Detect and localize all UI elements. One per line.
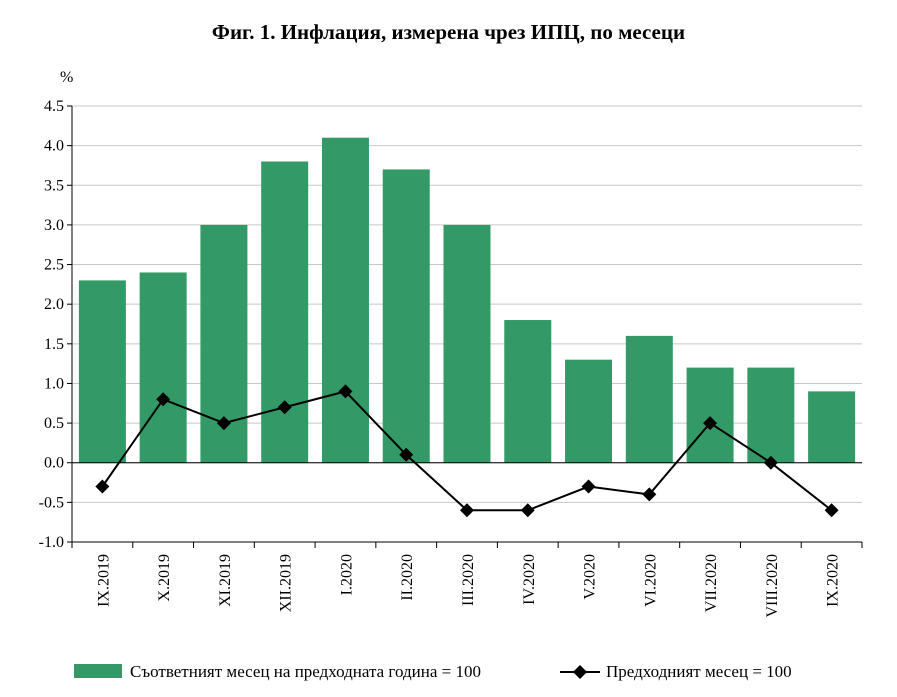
- line-point: [824, 503, 839, 518]
- x-tick-label: IX.2020: [825, 554, 842, 607]
- y-tick-label: -1.0: [39, 534, 64, 551]
- line-point: [338, 384, 353, 399]
- x-tick-label: III.2020: [460, 554, 477, 606]
- line-point: [520, 503, 535, 518]
- y-tick-label: 4.0: [44, 138, 64, 155]
- x-tick-label: XI.2019: [217, 554, 234, 607]
- bar: [808, 391, 856, 463]
- line-series: [95, 384, 839, 518]
- bar: [565, 359, 613, 463]
- x-tick-label: VII.2020: [703, 554, 720, 612]
- axes: [71, 106, 863, 548]
- line-point: [156, 392, 171, 407]
- y-axis-label: %: [60, 69, 73, 86]
- bar: [686, 367, 734, 463]
- x-tick-label: I.2020: [338, 554, 355, 595]
- x-tick-label: X.2019: [156, 554, 173, 602]
- y-tick-label: 4.5: [44, 98, 64, 115]
- bar-series: [78, 137, 856, 463]
- line-point: [277, 400, 292, 415]
- x-tick-label: IV.2020: [521, 554, 538, 605]
- bar: [261, 161, 309, 463]
- y-tick-label: 1.5: [44, 336, 64, 353]
- bar: [139, 272, 187, 463]
- y-tick-label: 0.0: [44, 455, 64, 472]
- line-point: [95, 479, 110, 494]
- y-tick-label: 2.5: [44, 257, 64, 274]
- legend-label-line: Предходният месец = 100: [606, 662, 792, 681]
- bar: [382, 169, 430, 463]
- y-tick-label: 3.0: [44, 217, 64, 234]
- bar: [443, 224, 491, 463]
- y-tick-label: 3.5: [44, 177, 64, 194]
- y-tick-label: 0.5: [44, 415, 64, 432]
- y-tick-label: -0.5: [39, 494, 64, 511]
- y-tick-label: 2.0: [44, 296, 64, 313]
- bar: [504, 320, 552, 463]
- legend-swatch-bars: [74, 664, 122, 678]
- legend: Съответният месец на предходната година …: [74, 662, 792, 681]
- x-tick-label: V.2020: [582, 554, 599, 600]
- y-tick-label: 1.0: [44, 375, 64, 392]
- line-point: [216, 416, 231, 431]
- x-tick-label: II.2020: [399, 554, 416, 601]
- bar: [321, 137, 369, 463]
- line-point: [703, 416, 718, 431]
- x-tick-label: IX.2019: [95, 554, 112, 607]
- legend-swatch-marker: [573, 665, 587, 679]
- x-tick-label: VIII.2020: [764, 554, 781, 618]
- line-point: [460, 503, 474, 518]
- legend-label-bars: Съответният месец на предходната година …: [130, 662, 481, 681]
- x-tick-label: XII.2019: [278, 554, 295, 612]
- bar: [78, 280, 126, 463]
- y-axis-ticks: 4.5 4.0 3.5 3.0 2.5 2.0 1.5 1.0 0.5 0.0 -0.5 -1.0: [39, 98, 72, 551]
- line-point: [399, 447, 414, 462]
- x-tick-label: VI.2020: [642, 554, 659, 607]
- bar: [625, 335, 673, 463]
- chart-title: Фиг. 1. Инфлация, измерена чрез ИПЦ, по …: [211, 20, 686, 44]
- line-point: [581, 479, 596, 494]
- x-axis-ticks: IX.2019 X.2019 XI.2019 XII.2019 I.2020 II.202…: [95, 554, 841, 618]
- line-point: [642, 487, 657, 502]
- bar: [747, 367, 795, 463]
